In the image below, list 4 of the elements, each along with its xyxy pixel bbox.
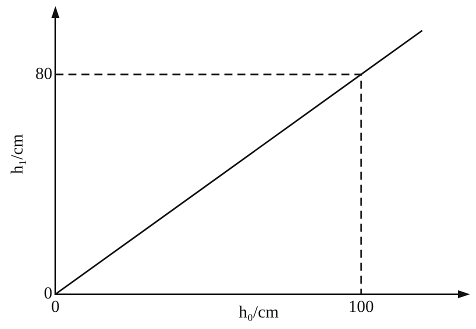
y-axis-title: h₁/cm xyxy=(8,134,27,174)
x-tick-label: 100 xyxy=(348,296,374,316)
y-tick-label: 80 xyxy=(35,64,52,83)
x-axis-title: h₀/cm xyxy=(238,302,279,322)
